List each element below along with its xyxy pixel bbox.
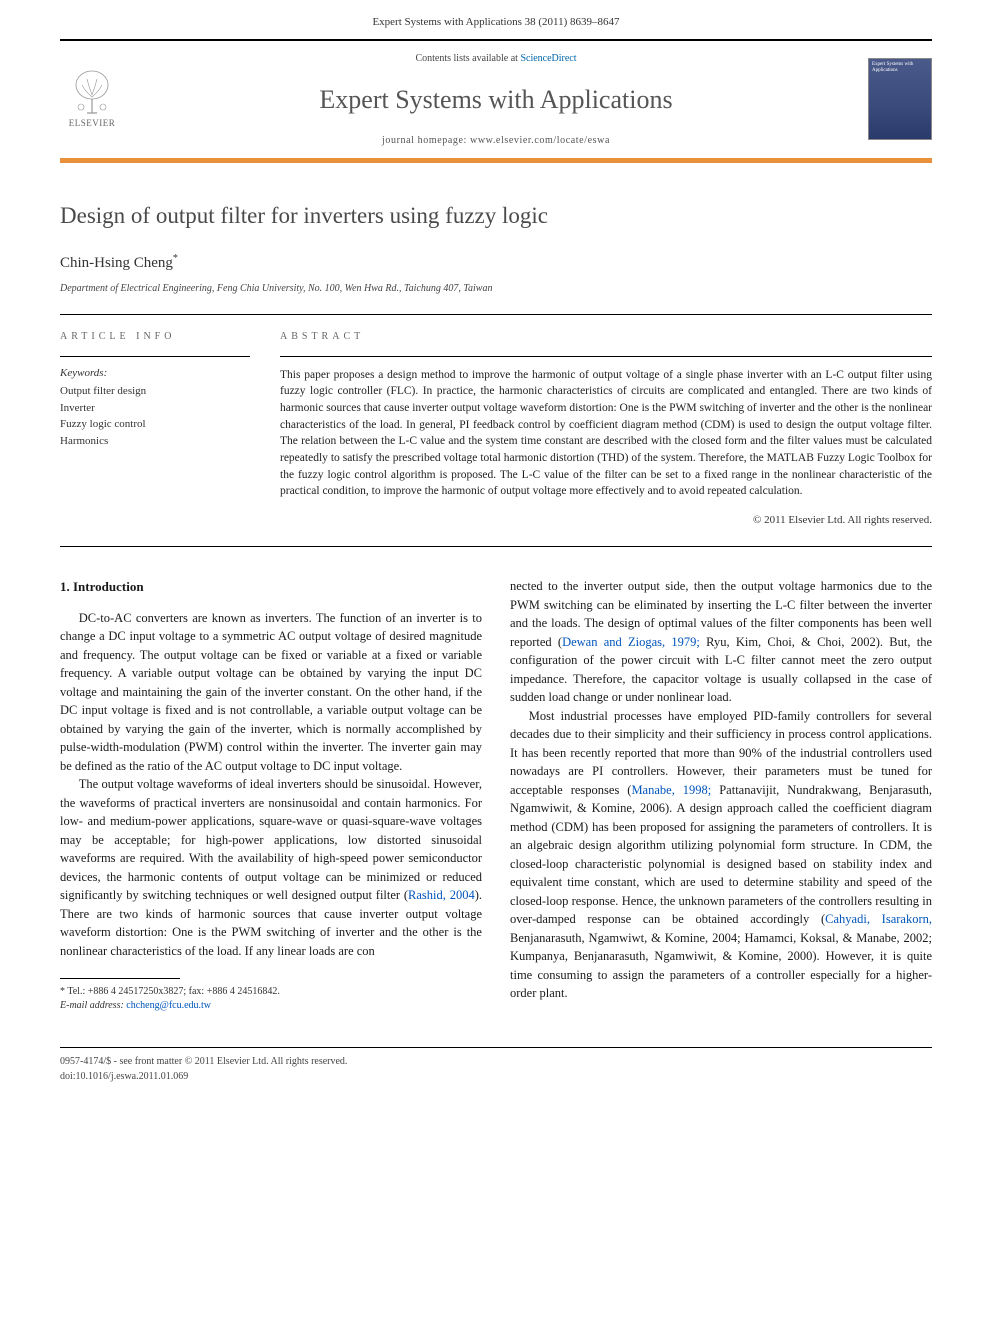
section-heading: 1. Introduction	[60, 577, 482, 596]
keyword: Harmonics	[60, 433, 250, 450]
body-columns: 1. Introduction DC-to-AC converters are …	[60, 577, 932, 1013]
elsevier-tree-icon	[67, 67, 117, 115]
keywords-list: Output filter design Inverter Fuzzy logi…	[60, 383, 250, 449]
info-rule	[60, 356, 250, 357]
publisher-logo: ELSEVIER	[60, 63, 124, 135]
corresponding-author-footnote: * Tel.: +886 4 24517250x3827; fax: +886 …	[60, 985, 482, 1013]
page-footer: 0957-4174/$ - see front matter © 2011 El…	[0, 1033, 992, 1104]
abstract-text: This paper proposes a design method to i…	[280, 367, 932, 500]
paragraph: nected to the inverter output side, then…	[510, 577, 932, 707]
masthead: ELSEVIER Contents lists available at Sci…	[0, 41, 992, 152]
running-header: Expert Systems with Applications 38 (201…	[0, 0, 992, 39]
affiliation: Department of Electrical Engineering, Fe…	[60, 281, 932, 296]
footer-rule	[60, 1047, 932, 1048]
keyword: Fuzzy logic control	[60, 416, 250, 433]
publisher-name: ELSEVIER	[69, 117, 116, 131]
author-corresponding-marker: *	[173, 253, 178, 264]
keyword: Output filter design	[60, 383, 250, 400]
abstract-column: ABSTRACT This paper proposes a design me…	[280, 329, 932, 529]
author-name: Chin-Hsing Cheng	[60, 255, 173, 271]
paragraph: The output voltage waveforms of ideal in…	[60, 775, 482, 960]
info-abstract-row: ARTICLE INFO Keywords: Output filter des…	[60, 315, 932, 547]
article-body: Design of output filter for inverters us…	[0, 163, 992, 1034]
masthead-center: Contents lists available at ScienceDirec…	[142, 51, 850, 148]
article-info-heading: ARTICLE INFO	[60, 329, 250, 344]
article-title: Design of output filter for inverters us…	[60, 199, 932, 234]
right-column: nected to the inverter output side, then…	[510, 577, 932, 1013]
email-link[interactable]: chcheng@fcu.edu.tw	[126, 1000, 211, 1011]
footer-line: 0957-4174/$ - see front matter © 2011 El…	[60, 1054, 932, 1069]
journal-title: Expert Systems with Applications	[142, 80, 850, 119]
author-line: Chin-Hsing Cheng*	[60, 251, 932, 275]
keyword: Inverter	[60, 400, 250, 417]
sciencedirect-link[interactable]: ScienceDirect	[520, 53, 576, 64]
footnote-rule	[60, 978, 180, 979]
contents-line: Contents lists available at ScienceDirec…	[142, 51, 850, 66]
article-info-column: ARTICLE INFO Keywords: Output filter des…	[60, 329, 250, 529]
paragraph: DC-to-AC converters are known as inverte…	[60, 609, 482, 776]
keywords-label: Keywords:	[60, 365, 250, 382]
left-column: 1. Introduction DC-to-AC converters are …	[60, 577, 482, 1013]
paragraph: Most industrial processes have employed …	[510, 707, 932, 1003]
rule-below-abstract	[60, 546, 932, 547]
citation-link[interactable]: Manabe, 1998;	[631, 783, 711, 797]
homepage-line: journal homepage: www.elsevier.com/locat…	[142, 133, 850, 148]
abstract-rule	[280, 356, 932, 357]
citation-link[interactable]: Dewan and Ziogas, 1979;	[562, 635, 700, 649]
journal-cover-thumbnail: Expert Systems with Applications	[868, 58, 932, 140]
citation-link[interactable]: Cahyadi, Isarakorn,	[825, 912, 932, 926]
homepage-url: www.elsevier.com/locate/eswa	[470, 135, 610, 146]
citation-link[interactable]: Rashid, 2004	[408, 888, 475, 902]
abstract-copyright: © 2011 Elsevier Ltd. All rights reserved…	[280, 512, 932, 529]
footer-doi: doi:10.1016/j.eswa.2011.01.069	[60, 1069, 932, 1084]
header-citation: Expert Systems with Applications 38 (201…	[372, 16, 619, 28]
abstract-heading: ABSTRACT	[280, 329, 932, 344]
